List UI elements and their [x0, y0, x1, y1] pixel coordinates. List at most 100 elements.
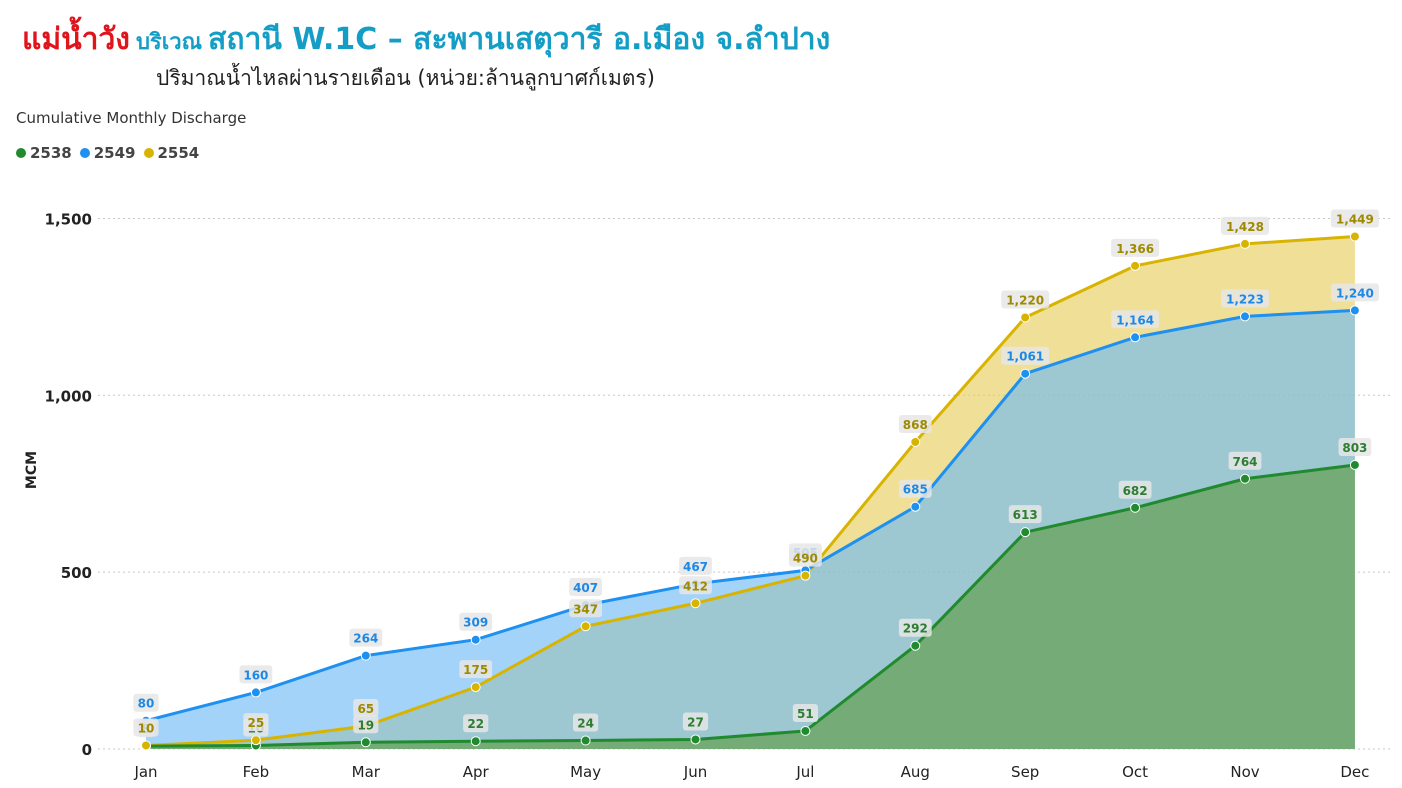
data-point[interactable]	[470, 682, 481, 693]
river-name: แม่น้ำวัง	[22, 22, 130, 57]
data-point[interactable]	[800, 725, 811, 736]
data-label-bg	[569, 599, 602, 618]
data-point[interactable]	[1020, 312, 1031, 323]
data-point[interactable]	[910, 436, 921, 447]
data-label-bg	[353, 699, 379, 718]
label-layer: 8101922242751292613682764803801602643094…	[133, 209, 1379, 738]
data-label-text: 160	[243, 668, 268, 682]
legend-item-2554[interactable]: 2554	[143, 144, 199, 162]
data-label: 27	[682, 712, 709, 731]
legend-item-2549[interactable]: 2549	[79, 144, 136, 162]
data-point[interactable]	[910, 501, 921, 512]
data-point[interactable]	[1130, 260, 1141, 271]
data-point[interactable]	[1130, 332, 1141, 343]
data-label: 347	[569, 599, 602, 618]
data-label: 309	[459, 612, 493, 631]
axis-layer: 0 500 1,000 1,500 Jan Feb Mar Apr May Jun Jul Aug Se…	[45, 210, 1370, 781]
data-label: 24	[573, 713, 599, 732]
data-label-text: 1,428	[1226, 220, 1264, 234]
x-tick-label: Jan	[133, 763, 157, 781]
data-label: 160	[239, 665, 273, 684]
data-label-text: 685	[903, 483, 928, 497]
data-label: 51	[792, 703, 818, 722]
data-point[interactable]	[1130, 502, 1141, 513]
data-point[interactable]	[580, 621, 591, 632]
chart-legend: 2538 2549 2554	[16, 144, 199, 162]
data-label: 1,164	[1111, 310, 1160, 329]
data-point[interactable]	[360, 650, 371, 661]
data-label: 10	[133, 718, 159, 737]
data-label: 407	[569, 578, 602, 597]
y-tick-label: 0	[82, 741, 92, 759]
data-point[interactable]	[1020, 368, 1031, 379]
data-label-text: 1,061	[1006, 350, 1044, 364]
data-label-text: 175	[463, 663, 488, 677]
location-prefix: บริเวณ	[135, 30, 203, 55]
data-label-text: 764	[1232, 455, 1257, 469]
y-tick-label: 1,000	[45, 387, 92, 405]
series-line-2538	[145, 463, 1356, 748]
data-label: 467	[679, 556, 712, 575]
data-point[interactable]	[470, 634, 481, 645]
data-point[interactable]	[360, 737, 371, 748]
data-label-bg	[1221, 216, 1269, 235]
data-point[interactable]	[470, 736, 481, 747]
data-label-text: 347	[573, 602, 598, 616]
x-tick-label: Apr	[463, 763, 490, 781]
point-layer	[141, 231, 1360, 752]
data-label-bg	[239, 665, 273, 684]
data-label-bg	[1111, 310, 1160, 329]
data-label-text: 868	[903, 418, 928, 432]
data-label: 490	[789, 548, 822, 567]
data-point[interactable]	[580, 735, 591, 746]
data-point[interactable]	[690, 598, 701, 609]
series-line-2549	[145, 308, 1355, 723]
data-label-text: 613	[1013, 508, 1038, 522]
page-title: แม่น้ำวัง บริเวณ สถานี W.1C – สะพานเสตุวาร…	[22, 16, 830, 63]
data-label: 1,428	[1221, 216, 1269, 235]
data-label: 22	[463, 714, 489, 733]
data-label-text: 407	[573, 581, 598, 595]
data-label-text: 1,223	[1226, 292, 1264, 306]
line-layer	[145, 234, 1356, 748]
data-label-bg	[1001, 346, 1050, 365]
data-label-bg	[1111, 238, 1160, 257]
data-label-text: 467	[683, 560, 708, 574]
data-point[interactable]	[1240, 473, 1250, 484]
page-subtitle: ปริมาณน้ำไหลผ่านรายเดือน (หน่วย:ล้านลูกบ…	[156, 66, 655, 90]
data-point[interactable]	[1240, 238, 1250, 249]
data-label-bg	[1330, 209, 1379, 228]
data-label-text: 65	[357, 702, 374, 716]
data-point[interactable]	[910, 640, 921, 651]
data-label-bg	[1330, 283, 1379, 302]
station-name: สถานี W.1C – สะพานเสตุวารี อ.เมือง จ.ลำป…	[208, 22, 831, 57]
data-point[interactable]	[800, 570, 811, 581]
chart-title: Cumulative Monthly Discharge	[16, 109, 247, 127]
data-label: 264	[349, 628, 383, 647]
data-point[interactable]	[1349, 305, 1360, 316]
data-label: 682	[1118, 480, 1152, 499]
data-label-text: 490	[793, 552, 818, 566]
series-line-2554	[145, 234, 1356, 747]
data-point[interactable]	[250, 687, 261, 698]
data-label: 1,449	[1330, 209, 1379, 228]
data-label-bg	[573, 713, 599, 732]
data-label-text: 264	[353, 632, 378, 646]
legend-item-2538[interactable]: 2538	[16, 144, 72, 162]
data-point[interactable]	[141, 740, 151, 751]
data-label-text: 27	[687, 715, 704, 729]
data-point[interactable]	[1240, 311, 1250, 322]
data-point[interactable]	[690, 734, 701, 745]
data-label-text: 1,366	[1116, 242, 1154, 256]
legend-label: 2538	[30, 144, 72, 162]
data-point[interactable]	[1020, 527, 1031, 538]
data-point[interactable]	[1349, 459, 1360, 470]
data-point[interactable]	[1349, 231, 1360, 242]
data-label-bg	[1338, 437, 1372, 456]
x-tick-label: Dec	[1340, 763, 1369, 781]
data-point[interactable]	[250, 735, 261, 746]
data-label-text: 80	[138, 697, 155, 711]
data-label-bg	[243, 713, 269, 732]
data-label-bg	[679, 576, 712, 595]
data-label-bg	[569, 578, 602, 597]
